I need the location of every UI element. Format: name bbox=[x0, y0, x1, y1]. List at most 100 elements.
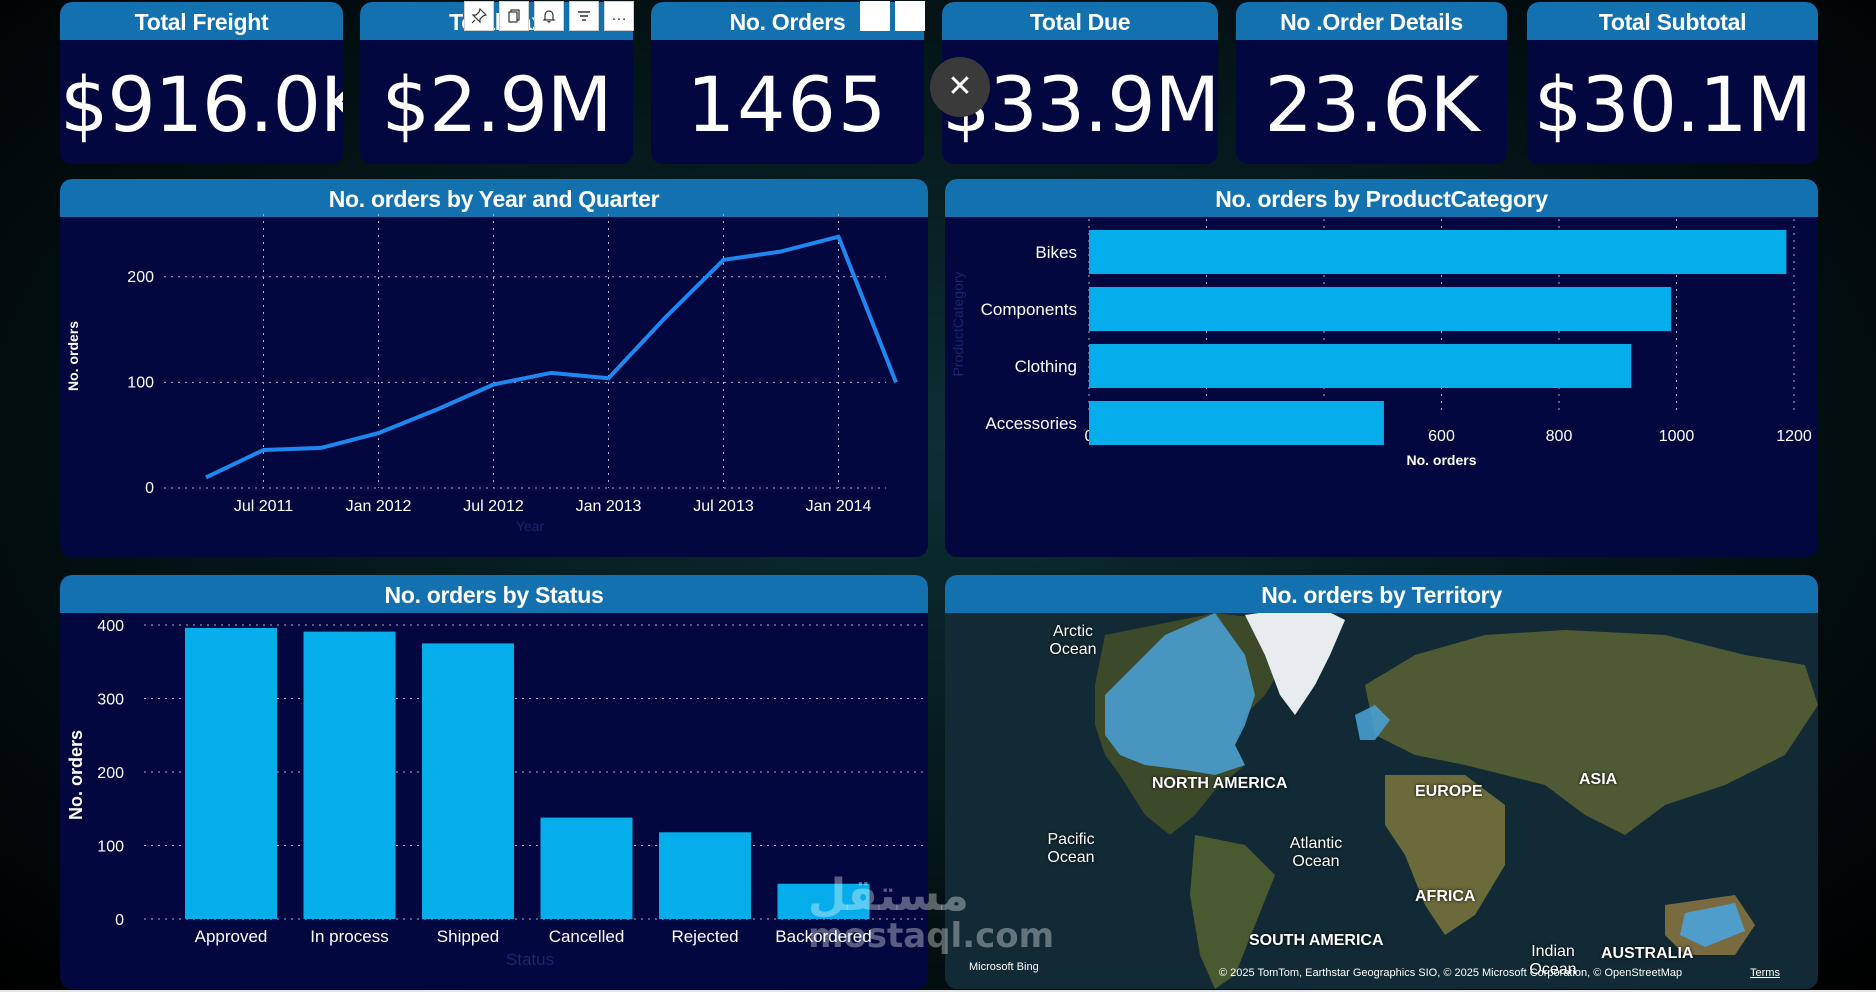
bar bbox=[1089, 287, 1672, 331]
y-tick-label: 100 bbox=[97, 839, 124, 856]
chart-title: No. orders by Status bbox=[60, 575, 928, 613]
category-label: In process bbox=[310, 927, 388, 946]
kpi-value: 23.6K bbox=[1264, 60, 1479, 149]
x-tick-label: 600 bbox=[1428, 428, 1455, 445]
ocean-label-indian: Indian Ocean bbox=[1529, 943, 1577, 978]
x-tick-label: Jul 2011 bbox=[234, 498, 293, 515]
kpi-value: $2.9M bbox=[381, 60, 613, 149]
map-label-australia: AUSTRALIA bbox=[1601, 945, 1694, 962]
map-label-asia: ASIA bbox=[1579, 771, 1618, 788]
kpi-value: $33.9M bbox=[942, 60, 1218, 149]
close-button[interactable]: ✕ bbox=[930, 57, 990, 117]
category-label: Clothing bbox=[1015, 357, 1077, 376]
y-tick-label: 300 bbox=[97, 692, 124, 709]
x-tick-label: Jul 2013 bbox=[693, 498, 754, 515]
kpi-value: $916.0K bbox=[60, 60, 343, 149]
x-tick-label: Jan 2014 bbox=[806, 498, 872, 515]
watermark: مستقل mostaql.com bbox=[808, 870, 1055, 957]
ocean-label-pacific: Pacific Ocean bbox=[1047, 831, 1095, 866]
bar bbox=[777, 883, 870, 919]
map-label-south-america: SOUTH AMERICA bbox=[1249, 932, 1384, 949]
x-axis-title: Year bbox=[516, 518, 545, 534]
x-tick-label: Jul 2012 bbox=[463, 498, 524, 515]
bar bbox=[659, 832, 751, 919]
bar-chart-horizontal: 020040060080010001200BikesComponentsClot… bbox=[950, 219, 1812, 468]
bar bbox=[422, 643, 514, 919]
chart-card-orders-by-status[interactable]: No. orders by Status 0 100 200 300 400 Approv… bbox=[60, 575, 928, 989]
bar bbox=[540, 817, 633, 919]
ocean-label-atlantic: Atlantic Ocean bbox=[1289, 835, 1343, 870]
series-line bbox=[205, 234, 898, 480]
x-tick-label: 1000 bbox=[1659, 428, 1695, 445]
y-tick-label: 200 bbox=[127, 269, 154, 286]
y-tick-label: 100 bbox=[127, 374, 154, 391]
category-label: Approved bbox=[195, 927, 268, 946]
map-label-africa: AFRICA bbox=[1415, 888, 1476, 905]
kpi-card-no-orders[interactable]: No. Orders 1465 bbox=[651, 2, 924, 164]
x-tick-label: 1200 bbox=[1776, 428, 1812, 445]
pin-icon bbox=[471, 7, 488, 24]
y-axis-title: No. orders bbox=[66, 730, 86, 820]
map-card-orders-by-territory[interactable]: No. orders by Territory NORTH AMERICA EU… bbox=[945, 575, 1818, 989]
chart-card-orders-by-year[interactable]: No. orders by Year and Quarter 0 100 200 Ju… bbox=[60, 179, 928, 557]
kpi-value: 1465 bbox=[686, 60, 889, 149]
map-attribution: © 2025 TomTom, Earthstar Geographics SIO… bbox=[1219, 967, 1683, 979]
bar bbox=[185, 627, 277, 919]
kpi-title: Total Due bbox=[942, 2, 1218, 40]
filter-icon bbox=[578, 11, 590, 21]
kpi-card-total-freight[interactable]: Total Freight $916.0K bbox=[60, 2, 343, 164]
y-axis-title: ProductCategory bbox=[950, 271, 966, 376]
category-label: Rejected bbox=[671, 927, 738, 946]
x-tick-label: 800 bbox=[1546, 428, 1573, 445]
x-tick-label: Jan 2013 bbox=[576, 498, 642, 515]
kpi-card-no-order-details[interactable]: No .Order Details 23.6K bbox=[1236, 2, 1507, 164]
bar bbox=[1089, 344, 1632, 388]
category-label: Cancelled bbox=[549, 927, 625, 946]
bar bbox=[1089, 230, 1787, 274]
kpi-card-total-subtotal[interactable]: Total Subtotal $30.1M bbox=[1527, 2, 1818, 164]
pin-visual-button[interactable] bbox=[464, 1, 494, 31]
category-label: Accessories bbox=[985, 414, 1077, 433]
focus-mode-button[interactable] bbox=[860, 1, 890, 31]
chart-title: No. orders by ProductCategory bbox=[945, 179, 1818, 217]
map-terms-link[interactable]: Terms bbox=[1750, 967, 1780, 979]
kpi-value: $30.1M bbox=[1533, 60, 1812, 149]
chart-title: No. orders by Year and Quarter bbox=[60, 179, 928, 217]
kpi-title: No .Order Details bbox=[1236, 2, 1507, 40]
x-axis-title: Status bbox=[506, 950, 554, 969]
chart-card-orders-by-category[interactable]: No. orders by ProductCategory 0200400600… bbox=[945, 179, 1818, 557]
y-axis-title: No. orders bbox=[65, 321, 81, 391]
y-tick-label: 0 bbox=[115, 912, 124, 929]
bar-chart-vertical: 0 100 200 300 400 Approved In process Shipped Ca… bbox=[66, 618, 928, 969]
y-tick-label: 400 bbox=[97, 618, 124, 635]
category-label: Shipped bbox=[437, 927, 499, 946]
y-tick-label: 0 bbox=[145, 480, 154, 497]
filter-button[interactable] bbox=[569, 1, 599, 31]
watermark-arabic: مستقل bbox=[808, 870, 969, 921]
y-tick-label: 200 bbox=[97, 765, 124, 782]
bell-icon bbox=[542, 10, 556, 23]
category-label: Bikes bbox=[1035, 243, 1077, 262]
x-axis-title: No. orders bbox=[1406, 452, 1476, 468]
copy-icon bbox=[508, 9, 520, 23]
kpi-title: Total Subtotal bbox=[1527, 2, 1818, 40]
focus-mode-button-2[interactable] bbox=[895, 1, 925, 31]
category-label: Backordered bbox=[775, 927, 871, 946]
x-tick-label: Jan 2012 bbox=[346, 498, 412, 515]
copy-visual-button[interactable] bbox=[499, 1, 529, 31]
line-chart: 0 100 200 Jul 2011 Jan 2012 Jul 2012 Jan 2013 J… bbox=[65, 214, 898, 534]
map-label-europe: EUROPE bbox=[1415, 783, 1483, 800]
watermark-latin: mostaql.com bbox=[808, 916, 1055, 956]
more-options-button[interactable]: … bbox=[604, 1, 634, 31]
bar bbox=[303, 631, 396, 919]
chart-title: No. orders by Territory bbox=[945, 575, 1818, 613]
bar bbox=[1089, 401, 1384, 445]
map-label-north-america: NORTH AMERICA bbox=[1152, 775, 1288, 792]
alert-button[interactable] bbox=[534, 1, 564, 31]
ocean-label-arctic: Arctic Ocean bbox=[1049, 623, 1097, 658]
page-bottom-strip bbox=[0, 990, 1876, 992]
kpi-card-total-due[interactable]: Total Due $33.9M bbox=[942, 2, 1218, 164]
kpi-title: Total Freight bbox=[60, 2, 343, 40]
world-map[interactable] bbox=[945, 575, 1818, 989]
map-brand: Microsoft Bing bbox=[969, 961, 1039, 973]
